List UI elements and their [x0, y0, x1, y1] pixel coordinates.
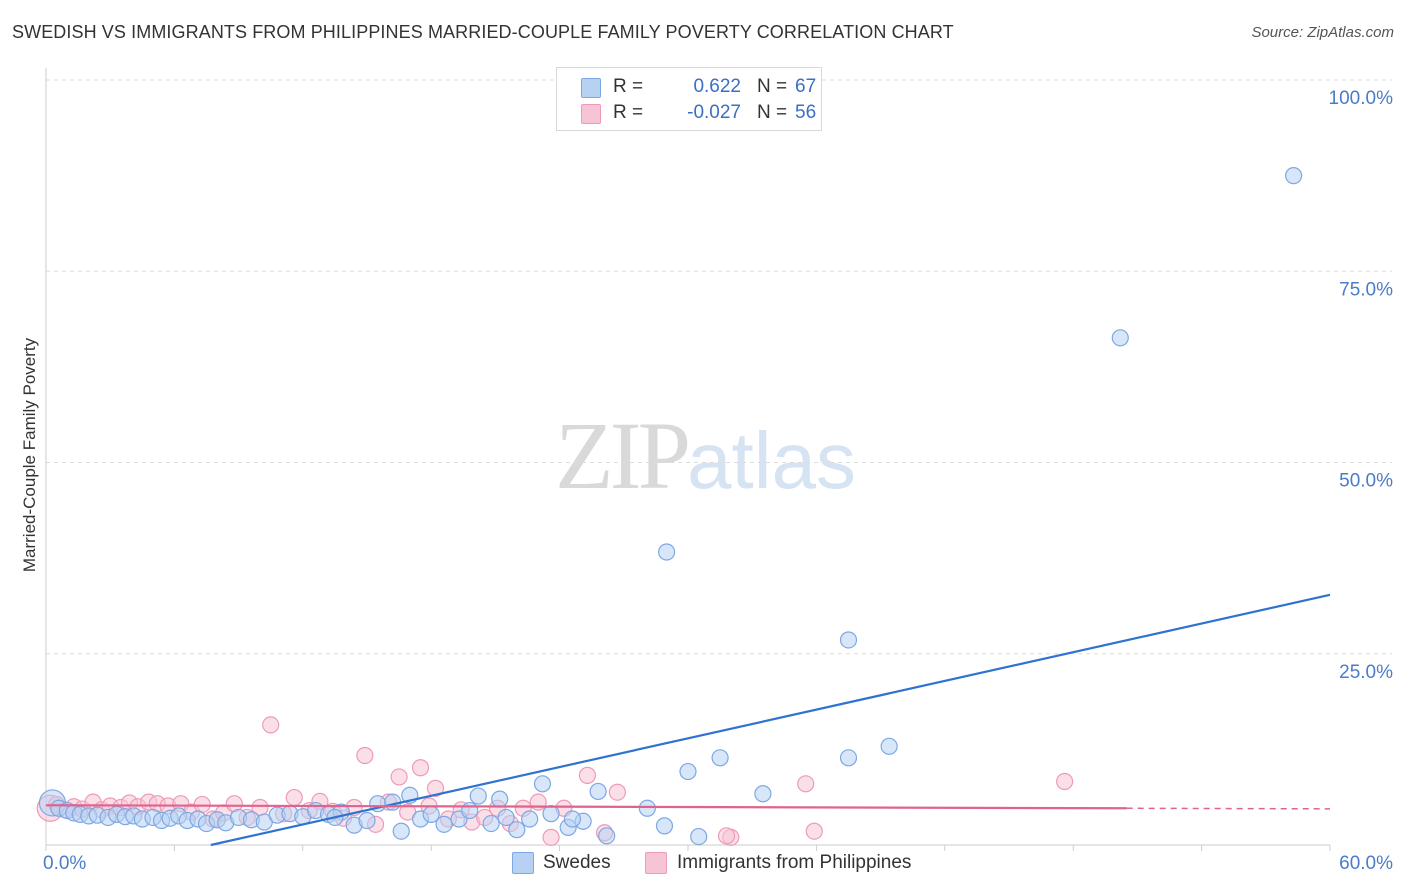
y-tick-label-3: 100.0%: [1329, 88, 1394, 109]
point-swedes-54: [690, 827, 708, 846]
point-swedes-63: [657, 543, 676, 561]
y-tick-label-0: 25.0%: [1339, 662, 1393, 683]
y-tick-label-2: 75.0%: [1339, 279, 1393, 300]
legend-swatch-swedes: [581, 78, 601, 98]
series-legend: Swedes Immigrants from Philippines: [0, 850, 1406, 880]
point-philippines-52: [797, 775, 815, 793]
point-swedes-59: [655, 817, 674, 835]
legend-swatch-philippines: [581, 104, 601, 124]
legend-n-label: N =: [757, 76, 788, 97]
watermark: ZIPatlas: [555, 400, 856, 511]
x-tick-label-1: 60.0%: [1339, 853, 1393, 874]
correlation-legend: R = 0.622 N = 67 R = -0.027 N = 56: [556, 67, 822, 131]
point-philippines-53: [805, 822, 823, 840]
point-swedes-44: [508, 821, 526, 839]
bottom-legend-swatch-philippines: [645, 852, 667, 874]
point-philippines-35: [411, 759, 430, 777]
point-swedes-41: [469, 787, 487, 805]
point-swedes-52: [638, 799, 656, 817]
point-philippines-30: [356, 746, 374, 765]
point-swedes-65: [1111, 329, 1129, 347]
bottom-legend-label-philippines: Immigrants from Philippines: [677, 852, 912, 873]
point-swedes-50: [589, 782, 607, 801]
legend-n-value-swedes: 67: [795, 76, 817, 97]
trend-line-philippines: [45, 804, 1127, 810]
legend-r-label: R =: [613, 76, 644, 97]
tick-labels: 25.0% 50.0% 75.0% 100.0% 0.0% 60.0%: [43, 88, 1393, 874]
axes: [45, 68, 1331, 851]
point-philippines-54: [717, 827, 736, 845]
source-label: Source: ZipAtlas.com: [1251, 24, 1394, 41]
legend-r-value-swedes: 0.622: [693, 76, 741, 97]
point-philippines-37: [426, 779, 445, 797]
legend-n-label: N =: [757, 102, 788, 123]
point-swedes-31: [358, 811, 376, 830]
point-swedes-60: [563, 810, 582, 828]
trend-lines: [45, 593, 1331, 847]
point-philippines-50: [608, 783, 626, 801]
point-philippines-16: [193, 795, 211, 814]
bottom-legend-label-swedes: Swedes: [543, 852, 611, 873]
point-swedes-46: [533, 775, 552, 793]
point-swedes-58: [880, 737, 898, 755]
watermark-atlas: atlas: [687, 416, 856, 505]
point-philippines-24: [285, 788, 303, 807]
point-swedes-56: [754, 785, 772, 803]
point-swedes-66: [1285, 167, 1303, 185]
point-swedes-51: [598, 827, 616, 845]
point-swedes-45: [521, 810, 539, 828]
trend-line-philippines-extension: [1126, 807, 1331, 810]
watermark-zip: ZIP: [555, 402, 691, 509]
point-philippines-22: [262, 716, 280, 734]
legend-r-value-philippines: -0.027: [687, 102, 741, 123]
point-swedes-38: [435, 815, 453, 833]
point-swedes-42: [482, 814, 500, 833]
y-tick-label-1: 50.0%: [1339, 471, 1393, 492]
legend-r-label: R =: [613, 102, 644, 123]
point-swedes-53: [679, 762, 697, 781]
point-swedes-34: [392, 822, 410, 840]
point-philippines-45: [529, 793, 547, 811]
trend-line-swedes: [210, 593, 1331, 847]
point-philippines-55: [1056, 772, 1074, 791]
bottom-legend-swatch-swedes: [512, 852, 534, 874]
point-swedes-47: [542, 805, 560, 823]
point-swedes-64: [839, 631, 858, 649]
legend-n-value-philippines: 56: [795, 102, 817, 123]
point-philippines-48: [578, 766, 597, 784]
point-philippines-46: [542, 828, 560, 846]
point-swedes-55: [711, 749, 729, 767]
x-tick-label-0: 0.0%: [43, 853, 86, 874]
gridlines: [46, 79, 1392, 655]
point-swedes-57: [839, 749, 858, 767]
point-swedes-43: [497, 808, 515, 827]
chart-title: SWEDISH VS IMMIGRANTS FROM PHILIPPINES M…: [12, 22, 954, 42]
point-swedes-40: [461, 801, 479, 820]
point-swedes-61: [491, 790, 509, 808]
point-philippines-33: [390, 768, 408, 786]
